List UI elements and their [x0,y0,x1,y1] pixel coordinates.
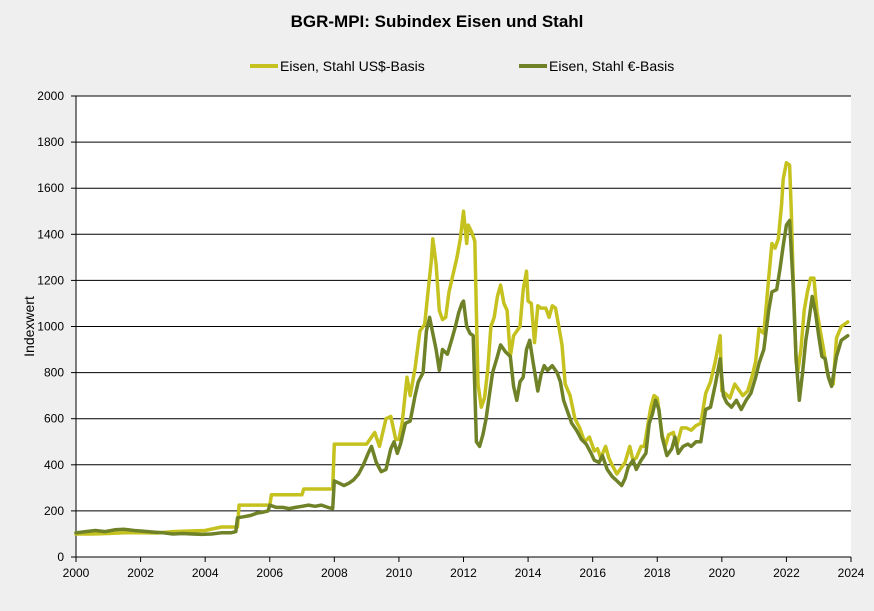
chart-title: BGR-MPI: Subindex Eisen und Stahl [290,12,584,31]
y-tick-label: 1000 [37,320,64,334]
y-tick-label: 200 [44,504,64,518]
x-tick-label: 2002 [127,566,154,580]
axes: 0 200 400 600 800 1000 1200 1400 1600 1800 2000 200… [37,89,864,580]
y-tick-label: 600 [44,412,64,426]
y-tick-label: 800 [44,366,64,380]
series-line-eur [74,218,850,537]
legend-label-usd: Eisen, Stahl US$-Basis [280,58,425,74]
series-line-usd [74,161,850,536]
y-tick-label: 1400 [37,227,64,241]
x-tick-label: 2024 [838,566,865,580]
x-tick-label: 2014 [515,566,542,580]
y-tick-label: 1600 [37,181,64,195]
x-tick-label: 2006 [256,566,283,580]
series-lines [74,161,850,537]
x-tick-label: 2000 [63,566,90,580]
x-tick-label: 2016 [579,566,606,580]
x-tick-label: 2020 [708,566,735,580]
x-tick-label: 2010 [386,566,413,580]
legend-item-eur: Eisen, Stahl €-Basis [519,58,674,74]
legend-swatch-usd [250,64,278,68]
x-tick-label: 2022 [773,566,800,580]
legend-label-eur: Eisen, Stahl €-Basis [549,58,675,74]
y-tick-label: 2000 [37,89,64,103]
y-tick-label: 1200 [37,273,64,287]
y-tick-label: 1800 [37,135,64,149]
y-tick-label: 400 [44,458,64,472]
legend-item-usd: Eisen, Stahl US$-Basis [250,58,425,74]
x-tick-label: 2012 [450,566,477,580]
y-axis-title: Indexwert [21,296,37,357]
x-tick-label: 2018 [644,566,671,580]
x-tick-label: 2004 [192,566,219,580]
gridlines [76,95,851,557]
chart-legend: Eisen, Stahl US$-Basis Eisen, Stahl €-Ba… [0,58,874,80]
y-tick-label: 0 [57,550,64,564]
legend-swatch-eur [519,64,547,68]
x-tick-label: 2008 [321,566,348,580]
